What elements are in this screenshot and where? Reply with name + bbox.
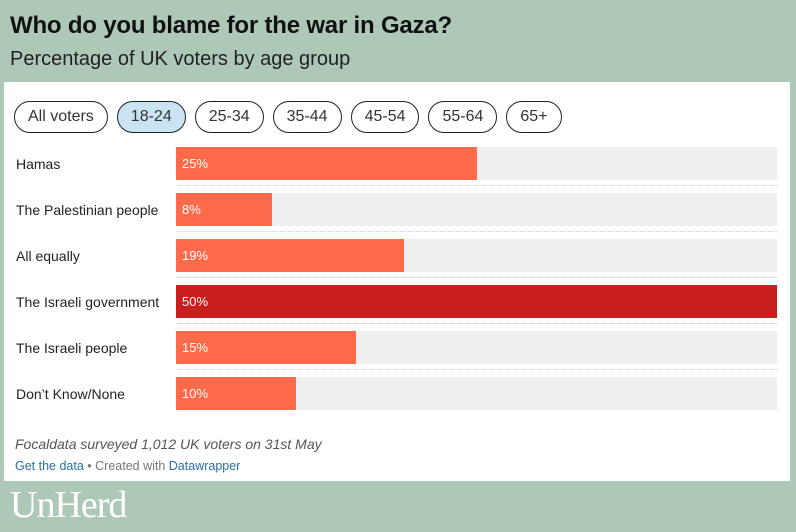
bar xyxy=(176,147,477,180)
category-label: Don’t Know/None xyxy=(16,386,125,402)
category-label: The Israeli people xyxy=(16,340,128,356)
row-divider xyxy=(176,323,777,324)
row-divider xyxy=(176,369,777,370)
bar-value-label: 25% xyxy=(182,156,209,171)
tab-65[interactable]: 65+ xyxy=(506,101,562,133)
bar-track: 25% xyxy=(176,147,777,180)
bar-row: Hamas 25% xyxy=(4,142,790,188)
bar-row: The Israeli people 15% xyxy=(4,326,790,372)
bar-value-label: 15% xyxy=(182,340,209,355)
tab-35-44[interactable]: 35-44 xyxy=(272,101,342,133)
bar-track: 19% xyxy=(176,239,777,272)
footer: Get the data • Created with Datawrapper xyxy=(15,459,240,473)
bar xyxy=(176,239,405,272)
bar xyxy=(176,331,357,364)
chart-card: All voters 18-24 25-34 35-44 45-54 55-64 65+ H… xyxy=(4,82,790,481)
bar-row: The Palestinian people 8% xyxy=(4,188,790,234)
bar-track: 10% xyxy=(176,377,777,410)
age-group-tabs: All voters 18-24 25-34 35-44 45-54 55-64 65+ xyxy=(14,101,562,133)
bar-value-label: 8% xyxy=(182,202,201,217)
bar-row: All equally 19% xyxy=(4,234,790,280)
unherd-logo: UnHerd xyxy=(10,484,127,526)
chart-subtitle: Percentage of UK voters by age group xyxy=(10,48,351,70)
bar-track: 50% xyxy=(176,285,777,318)
bar xyxy=(176,285,777,318)
chart-title: Who do you blame for the war in Gaza? xyxy=(10,12,452,39)
tab-45-54[interactable]: 45-54 xyxy=(350,101,420,133)
bar-row: Don’t Know/None 10% xyxy=(4,372,790,418)
tab-18-24[interactable]: 18-24 xyxy=(116,101,186,133)
category-label: The Palestinian people xyxy=(16,202,159,218)
get-the-data-link[interactable]: Get the data xyxy=(15,459,84,473)
row-divider xyxy=(176,231,777,232)
bar-value-label: 50% xyxy=(182,294,209,309)
bar-value-label: 19% xyxy=(182,248,209,263)
footer-separator: • Created with xyxy=(83,459,169,473)
bar-track: 8% xyxy=(176,193,777,226)
row-divider xyxy=(176,185,777,186)
bar-row: The Israeli government 50% xyxy=(4,280,790,326)
bar xyxy=(176,377,297,410)
source-note: Focaldata surveyed 1,012 UK voters on 31… xyxy=(15,436,322,452)
bar xyxy=(176,193,273,226)
row-divider xyxy=(176,277,777,278)
category-label: All equally xyxy=(16,248,80,264)
bar-value-label: 10% xyxy=(182,386,209,401)
category-label: Hamas xyxy=(16,156,61,172)
tab-all-voters[interactable]: All voters xyxy=(14,101,108,133)
category-label: The Israeli government xyxy=(16,294,160,310)
tab-25-34[interactable]: 25-34 xyxy=(194,101,264,133)
bar-track: 15% xyxy=(176,331,777,364)
datawrapper-link[interactable]: Datawrapper xyxy=(168,459,241,473)
tab-55-64[interactable]: 55-64 xyxy=(428,101,498,133)
